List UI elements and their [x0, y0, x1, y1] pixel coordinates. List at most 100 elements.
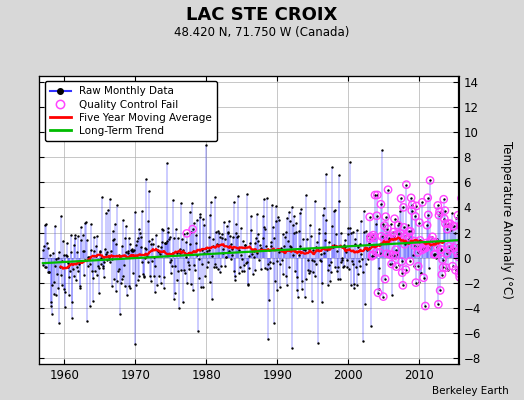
Point: [423, 222, 431, 228]
Point: [364, 256, 372, 262]
Point: [356, 262, 364, 269]
Point: [287, 244, 295, 250]
Point: [146, 273, 154, 280]
Point: [102, 210, 110, 216]
Point: [160, 274, 168, 281]
Point: [145, 238, 154, 244]
Point: [226, 256, 235, 262]
Point: [129, 248, 138, 254]
Point: [233, 233, 241, 240]
Point: [457, 267, 465, 274]
Point: [185, 209, 194, 215]
Point: [360, 208, 368, 214]
Point: [90, 248, 99, 254]
Point: [456, 222, 464, 229]
Point: [354, 271, 363, 277]
Point: [208, 296, 216, 302]
Point: [149, 254, 158, 261]
Point: [177, 200, 185, 206]
Point: [449, 223, 457, 229]
Point: [158, 226, 167, 233]
Point: [390, 216, 399, 222]
Point: [58, 282, 67, 289]
Point: [392, 264, 400, 270]
Point: [114, 268, 122, 274]
Point: [162, 160, 171, 166]
Point: [234, 193, 243, 200]
Point: [358, 338, 367, 345]
Point: [413, 243, 421, 249]
Point: [264, 336, 272, 342]
Point: [249, 271, 257, 278]
Point: [412, 203, 421, 209]
Point: [323, 247, 331, 253]
Point: [383, 250, 391, 257]
Point: [385, 235, 394, 241]
Point: [275, 217, 283, 223]
Point: [381, 214, 390, 220]
Point: [286, 243, 294, 249]
Point: [361, 300, 369, 307]
Point: [437, 247, 445, 253]
Point: [228, 246, 236, 252]
Point: [414, 263, 422, 270]
Point: [108, 282, 116, 289]
Point: [152, 232, 160, 238]
Point: [315, 226, 323, 232]
Point: [214, 228, 222, 234]
Point: [120, 262, 128, 268]
Point: [248, 248, 257, 254]
Point: [427, 237, 435, 243]
Point: [394, 231, 402, 238]
Point: [45, 269, 53, 275]
Point: [453, 250, 462, 256]
Point: [389, 229, 398, 235]
Point: [455, 270, 463, 277]
Point: [170, 235, 179, 242]
Point: [172, 226, 180, 232]
Point: [308, 298, 316, 304]
Point: [89, 298, 97, 304]
Point: [84, 263, 93, 269]
Point: [403, 236, 411, 243]
Point: [390, 232, 398, 239]
Point: [293, 273, 302, 280]
Point: [357, 251, 365, 258]
Point: [335, 172, 343, 178]
Point: [438, 256, 446, 263]
Point: [289, 251, 297, 258]
Point: [133, 238, 141, 244]
Point: [392, 251, 401, 257]
Point: [125, 235, 133, 242]
Point: [316, 258, 325, 264]
Point: [422, 244, 431, 250]
Point: [214, 242, 223, 248]
Point: [289, 222, 298, 229]
Point: [104, 207, 112, 213]
Point: [136, 230, 144, 237]
Point: [433, 202, 442, 209]
Point: [442, 250, 451, 256]
Point: [187, 229, 195, 235]
Point: [318, 299, 326, 305]
Point: [350, 285, 358, 292]
Point: [51, 263, 60, 269]
Point: [373, 192, 381, 198]
Point: [81, 257, 90, 263]
Point: [340, 242, 348, 248]
Point: [226, 232, 234, 239]
Point: [116, 252, 125, 259]
Point: [419, 274, 428, 281]
Point: [93, 232, 101, 239]
Point: [201, 273, 209, 280]
Point: [298, 278, 306, 284]
Point: [437, 247, 445, 253]
Point: [299, 236, 308, 242]
Point: [369, 251, 378, 258]
Point: [212, 263, 220, 270]
Point: [95, 248, 104, 254]
Point: [350, 281, 358, 288]
Point: [376, 240, 385, 247]
Point: [399, 282, 407, 288]
Point: [453, 242, 461, 248]
